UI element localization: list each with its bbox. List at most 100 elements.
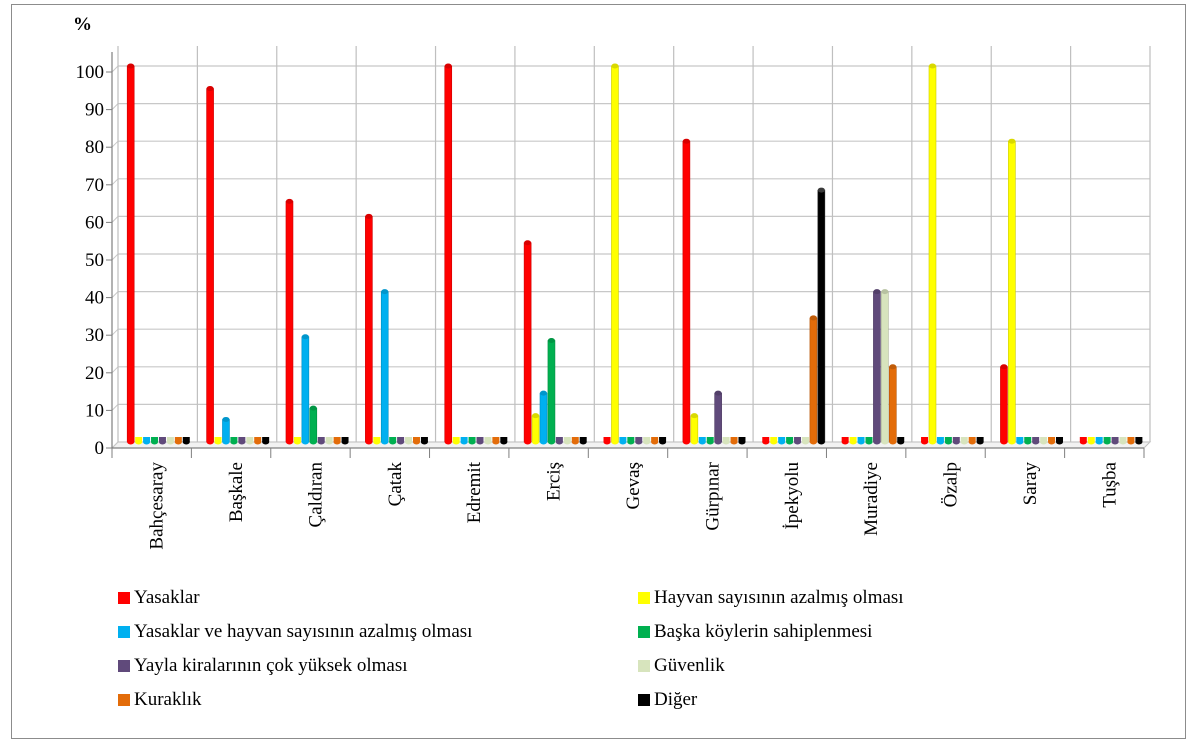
bar-base	[857, 439, 865, 445]
bar	[230, 437, 238, 445]
bar	[778, 437, 786, 445]
bar-base	[635, 439, 643, 445]
bar	[897, 437, 905, 445]
bar	[944, 437, 952, 445]
bar-body	[881, 291, 889, 443]
bar-base	[571, 439, 579, 445]
bar-base	[1127, 439, 1135, 445]
bar	[523, 240, 532, 445]
legend-item: Yasaklar ve hayvan sayısının azalmış olm…	[118, 621, 472, 643]
legend-label: Yasaklar	[134, 587, 200, 608]
bar	[222, 416, 230, 445]
bar-base	[1079, 439, 1087, 445]
y-tick-label: 40	[85, 288, 104, 309]
gridline-depth	[111, 178, 119, 186]
x-tick-label: Gevaş	[623, 462, 644, 509]
legend-label: Başka köylerin sahiplenmesi	[654, 621, 873, 642]
bar	[444, 63, 453, 445]
bar	[405, 437, 413, 445]
y-tick-label: 100	[76, 62, 105, 83]
gridline-depth	[111, 441, 119, 449]
bar-base	[206, 439, 214, 445]
bar	[571, 437, 579, 445]
bar-base	[532, 439, 540, 445]
bar	[563, 437, 571, 445]
bar	[786, 437, 794, 445]
bar	[135, 437, 143, 445]
bar	[452, 437, 460, 445]
bar-base	[928, 439, 936, 445]
bar-top	[928, 63, 936, 69]
bar	[301, 334, 310, 445]
bar-base	[484, 439, 492, 445]
bar-base	[301, 439, 309, 445]
bar	[341, 437, 349, 445]
bar-base	[865, 439, 873, 445]
bar-top	[365, 213, 373, 219]
bar-base	[524, 439, 532, 445]
bar	[206, 86, 214, 445]
bar	[1048, 437, 1056, 445]
bar-base	[579, 439, 587, 445]
legend-item: Yasaklar	[118, 587, 200, 609]
bar	[1040, 437, 1048, 445]
bar-top	[1000, 364, 1008, 370]
x-tick-label: Edremit	[464, 461, 485, 523]
bar	[1119, 437, 1127, 445]
bar-base	[603, 439, 611, 445]
bar-base	[1056, 439, 1064, 445]
bar-base	[698, 439, 706, 445]
bar-body	[809, 317, 818, 443]
bar-body	[888, 366, 897, 443]
bar-base	[381, 439, 389, 445]
bar-base	[936, 439, 944, 445]
gridline-depth	[111, 65, 119, 73]
bar-body	[928, 65, 937, 443]
bar	[420, 437, 428, 445]
bar	[817, 187, 826, 445]
x-tick-label: Saray	[1020, 462, 1041, 506]
bar-base	[309, 439, 317, 445]
x-tick-label: Özalp	[941, 462, 962, 507]
bars	[126, 63, 1143, 445]
legend-label: Diğer	[654, 689, 698, 710]
bar-base	[492, 439, 500, 445]
bar-top	[817, 187, 825, 193]
bar-base	[968, 439, 976, 445]
bar	[968, 437, 976, 445]
bar	[809, 315, 818, 445]
bar-base	[889, 439, 897, 445]
bar	[849, 437, 857, 445]
bar	[722, 437, 730, 445]
bar-top	[682, 138, 690, 144]
bar	[698, 437, 706, 445]
bar	[174, 437, 182, 445]
gridline-depth	[111, 103, 119, 110]
bar-top	[444, 63, 452, 69]
gridline-depth	[111, 404, 119, 411]
x-tick-label: Tuşba	[1099, 461, 1120, 507]
bar-base	[809, 439, 817, 445]
bar-base	[214, 439, 222, 445]
bar	[380, 289, 389, 445]
bar-body	[309, 407, 318, 443]
bar	[690, 413, 699, 445]
legend-label: Güvenlik	[654, 655, 725, 676]
bar-body	[714, 392, 722, 443]
legend-label: Yayla kiralarının çok yüksek olması	[134, 655, 408, 676]
bar	[412, 437, 420, 445]
bar-base	[246, 439, 254, 445]
x-tick-label: İpekyolu	[782, 462, 803, 530]
bar	[468, 437, 476, 445]
bar	[770, 437, 778, 445]
bar-base	[317, 439, 325, 445]
y-axis-label: %	[73, 14, 92, 35]
bar	[373, 437, 381, 445]
bar	[611, 63, 619, 445]
bar-base	[460, 439, 468, 445]
bar-base	[222, 439, 230, 445]
bar	[936, 437, 944, 445]
bar	[460, 437, 468, 445]
bar-base	[405, 439, 413, 445]
